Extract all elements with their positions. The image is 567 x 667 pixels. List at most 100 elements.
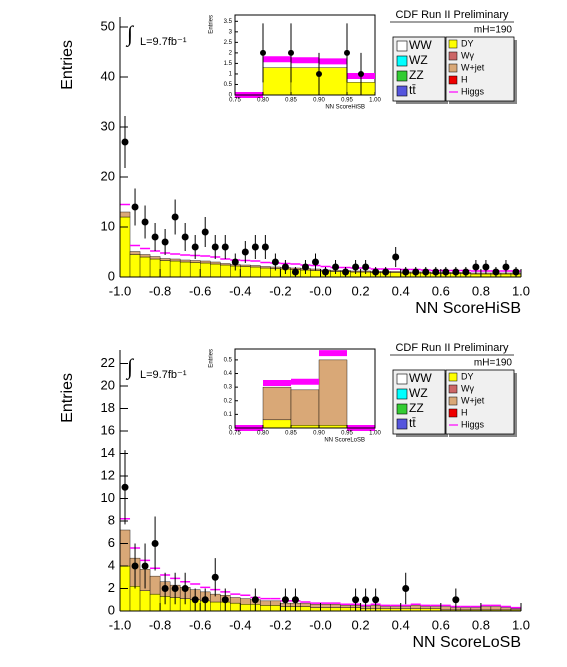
x-tick-label: -0.4 <box>229 617 251 632</box>
y-tick-label: 20 <box>101 377 115 392</box>
legend-label: ZZ <box>409 401 424 415</box>
data-point <box>161 238 169 246</box>
data-point <box>362 263 370 271</box>
stack-bar <box>149 593 161 612</box>
legend-swatch <box>396 70 408 82</box>
legend-swatch <box>448 396 458 406</box>
data-point <box>151 540 159 547</box>
data-point <box>151 233 159 241</box>
y-tick-label: 14 <box>101 445 115 460</box>
x-tick-label: 0.2 <box>352 283 370 298</box>
x-tick-label: 0.80 <box>257 431 269 437</box>
data-point <box>462 268 470 276</box>
x-axis-label: NN ScoreLoSB <box>324 438 365 444</box>
legend-label: WZ <box>409 53 428 67</box>
legend-label: H <box>461 407 468 417</box>
data-point <box>492 268 500 276</box>
y-tick-label: 30 <box>101 118 115 133</box>
stack-bar <box>440 606 452 611</box>
stack-bar <box>220 263 231 266</box>
legend-swatch <box>396 403 408 415</box>
legend-label: ZZ <box>409 68 424 82</box>
x-tick-label: -0.0 <box>309 617 331 632</box>
x-tick-label: 1.0 <box>512 617 530 632</box>
data-point <box>191 243 199 251</box>
data-point <box>322 268 330 276</box>
stack-bar <box>139 256 151 278</box>
stack-bar <box>159 258 171 261</box>
y-tick-label: 3.5 <box>224 19 233 25</box>
data-point <box>288 49 294 56</box>
data-point <box>412 268 420 276</box>
stack-bar <box>169 260 181 278</box>
stack-bar <box>260 267 271 278</box>
stack-bar <box>169 258 181 262</box>
data-point <box>211 573 219 581</box>
data-point <box>352 596 360 604</box>
data-point <box>271 258 279 266</box>
stack-bar <box>210 261 221 265</box>
x-tick-label: 0.80 <box>257 98 269 104</box>
stack-bar <box>240 266 251 278</box>
y-tick-label: 22 <box>101 355 115 370</box>
legend-label: Higgs <box>461 86 485 96</box>
stack-bar <box>320 604 331 608</box>
stack-bar <box>470 607 482 611</box>
legend-swatch <box>396 40 408 52</box>
y-tick-label: 0 <box>229 426 233 432</box>
x-tick-label: 0.90 <box>313 98 325 104</box>
x-tick-label: -0.2 <box>269 617 291 632</box>
stack-bar <box>290 67 320 96</box>
y-tick-label: 0.3 <box>224 385 233 391</box>
data-point <box>358 70 364 77</box>
y-tick-label: 16 <box>101 422 115 437</box>
y-axis-label: Entries <box>209 15 215 34</box>
legend-label: Wγ <box>461 383 474 393</box>
stack-bar <box>240 598 251 605</box>
stack-bar <box>230 597 241 604</box>
annotation: CDF Run II Preliminary <box>395 9 509 21</box>
data-point <box>452 268 460 276</box>
x-tick-label: 0.8 <box>472 283 490 298</box>
stack-bar <box>149 575 161 595</box>
y-tick-label: 4 <box>108 557 115 572</box>
x-tick-label: -0.6 <box>189 283 211 298</box>
legend-box <box>445 369 515 435</box>
stack-bar <box>260 266 271 269</box>
x-axis-label: NN ScoreHiSB <box>415 300 521 317</box>
stack-bar <box>500 607 512 611</box>
x-axis-label: NN ScoreHiSB <box>325 105 365 111</box>
x-tick-label: -1.0 <box>109 617 131 632</box>
x-tick-label: -0.4 <box>229 283 251 298</box>
data-point <box>251 596 259 604</box>
x-tick-label: 0.4 <box>392 617 410 632</box>
legend-swatch <box>448 63 458 73</box>
stack-bar <box>189 262 201 278</box>
data-point <box>472 263 480 271</box>
data-point <box>131 203 139 211</box>
stack-bar <box>159 260 171 278</box>
stack-bar <box>460 607 472 611</box>
data-point <box>141 218 149 226</box>
data-point <box>141 562 149 570</box>
data-point <box>372 596 380 604</box>
data-point <box>281 596 289 604</box>
stack-bar <box>250 266 261 278</box>
x-tick-label: -0.8 <box>149 283 171 298</box>
y-tick-label: 10 <box>101 218 115 233</box>
legend-label: tt̄ <box>409 416 416 430</box>
legend-swatch <box>448 75 458 85</box>
y-axis-label: Entries <box>59 40 76 90</box>
stack-bar <box>270 600 281 606</box>
y-tick-label: 0 <box>229 93 233 99</box>
legend-swatch <box>448 51 458 61</box>
x-tick-label: 0.90 <box>313 431 325 437</box>
data-point <box>382 268 390 276</box>
stack-bar <box>400 606 411 609</box>
x-tick-label: 0.95 <box>341 98 353 104</box>
y-tick-label: 1 <box>229 72 233 78</box>
x-tick-label: 0.2 <box>352 617 370 632</box>
data-point <box>452 596 460 604</box>
data-point <box>201 596 209 604</box>
legend-swatch <box>448 384 458 394</box>
